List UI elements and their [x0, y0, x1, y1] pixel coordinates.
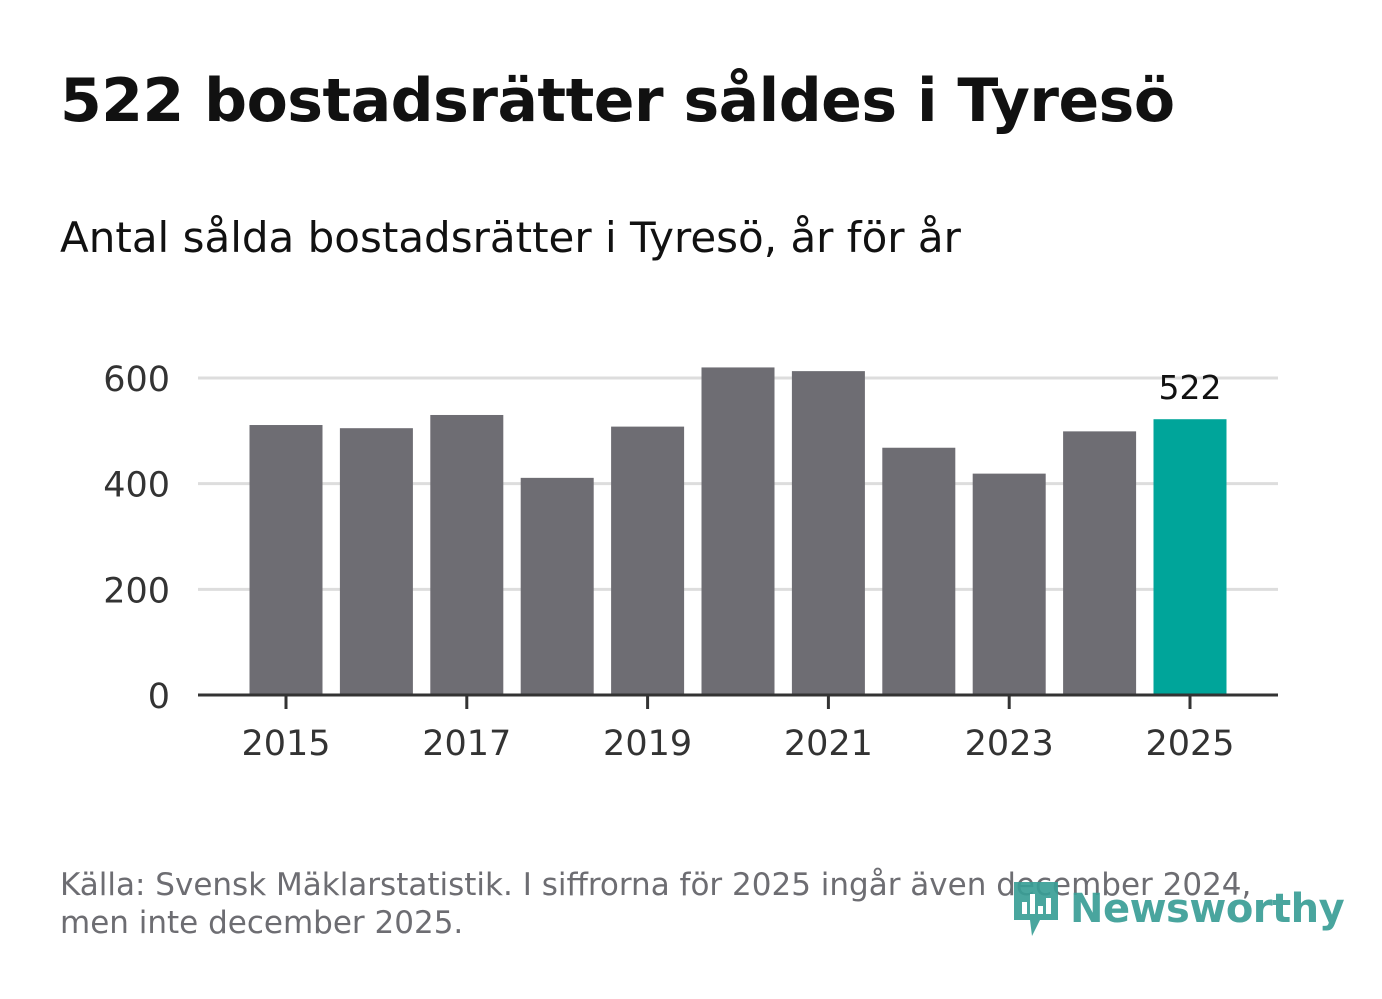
- source-note-line-2: men inte december 2025.: [60, 905, 464, 941]
- x-tick-label-2025: 2025: [1145, 724, 1234, 764]
- y-tick-label-200: 200: [103, 571, 170, 611]
- newsworthy-logo: Newsworthy: [1010, 876, 1345, 942]
- newsworthy-logo-text: Newsworthy: [1070, 886, 1345, 932]
- x-tick-label-2017: 2017: [422, 724, 511, 764]
- data-label-2025: 522: [1159, 368, 1222, 407]
- x-tick-label-2015: 2015: [241, 724, 330, 764]
- bar-2019: [611, 426, 685, 695]
- newsworthy-logo-icon: [1014, 882, 1058, 936]
- chart-subtitle: Antal sålda bostadsrätter i Tyresö, år f…: [60, 213, 961, 262]
- bar-2024: [1063, 431, 1137, 695]
- bar-2017: [430, 414, 504, 695]
- bar-2021: [791, 371, 865, 695]
- bar-2025: [1153, 419, 1227, 695]
- bar-2016: [339, 428, 413, 695]
- y-tick-label-400: 400: [103, 466, 170, 506]
- chart-title: 522 bostadsrätter såldes i Tyresö: [60, 66, 1175, 136]
- bar-2015: [249, 425, 323, 695]
- bar-2018: [520, 477, 594, 695]
- x-tick-label-2021: 2021: [784, 724, 873, 764]
- bar-2022: [882, 447, 956, 695]
- bar-2020: [701, 367, 775, 695]
- bar-2023: [972, 473, 1046, 695]
- x-tick-label-2019: 2019: [603, 724, 692, 764]
- y-tick-label-600: 600: [103, 360, 170, 400]
- y-tick-label-0: 0: [148, 677, 170, 717]
- x-tick-label-2023: 2023: [965, 724, 1054, 764]
